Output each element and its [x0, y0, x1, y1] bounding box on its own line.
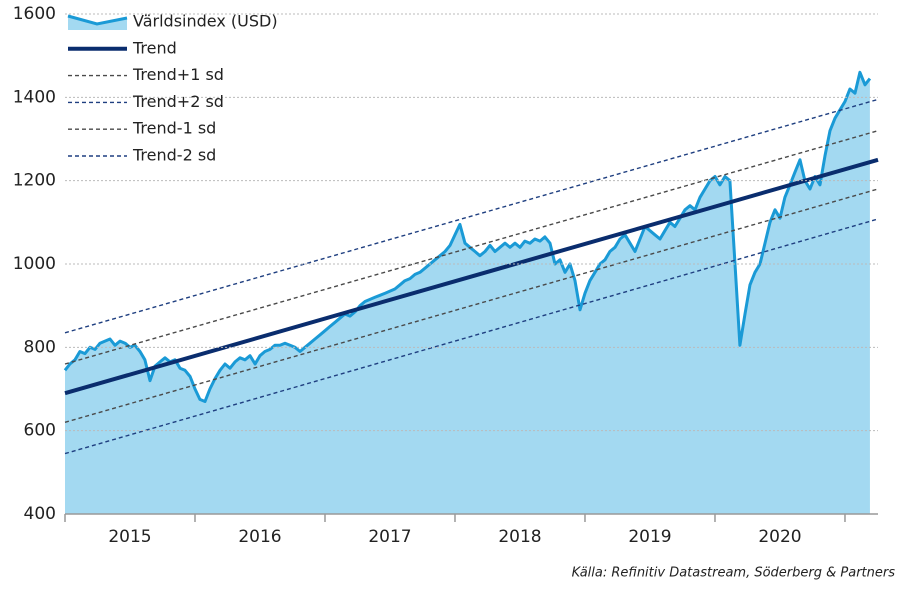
x-tick-label: 2016 — [238, 527, 281, 547]
area — [65, 72, 870, 515]
y-tick-label: 600 — [24, 421, 56, 441]
index-line — [63, 70, 872, 403]
y-tick-label: 1600 — [13, 4, 56, 24]
legend-label: Trend+1 sd — [132, 65, 224, 84]
y-tick-label: 400 — [24, 504, 56, 524]
legend-label: Trend — [132, 38, 177, 57]
trend-line — [64, 188, 879, 423]
x-tick-label: 2018 — [498, 527, 541, 547]
trend-line — [64, 98, 879, 334]
trend-line — [64, 130, 879, 365]
legend-swatch — [68, 16, 127, 30]
x-tick-label: 2017 — [368, 527, 411, 547]
legend-label: Världsindex (USD) — [133, 12, 278, 31]
trend-line — [64, 157, 879, 396]
x-tick-label: 2019 — [628, 527, 671, 547]
y-tick-label: 800 — [24, 337, 56, 357]
y-tick-label: 1200 — [13, 171, 56, 191]
legend-swatch — [67, 14, 128, 26]
legend-label: Trend+2 sd — [132, 92, 224, 111]
y-tick-label: 1400 — [13, 87, 56, 107]
y-tick-label: 1000 — [13, 254, 56, 274]
legend-label: Trend-2 sd — [132, 146, 216, 165]
source-note: Källa: Refinitiv Datastream, Söderberg &… — [572, 566, 896, 581]
x-tick-label: 2020 — [758, 527, 801, 547]
trend-line — [64, 218, 879, 455]
legend-label: Trend-1 sd — [132, 119, 216, 138]
x-tick-label: 2015 — [108, 527, 151, 547]
